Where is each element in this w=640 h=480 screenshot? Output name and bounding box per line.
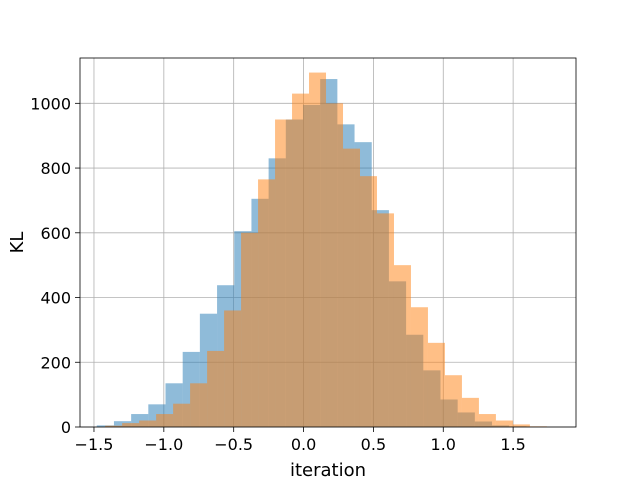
y-tick-label: 1000 [30, 94, 71, 113]
y-tick-label: 800 [40, 159, 71, 178]
histogram-series-2 [105, 72, 547, 428]
x-tick-label: −1.5 [75, 435, 114, 454]
histogram-bar [461, 397, 479, 427]
x-tick-label: −0.5 [214, 435, 253, 454]
y-tick-label: 400 [40, 289, 71, 308]
histogram-bar [207, 350, 225, 427]
histogram-bar [444, 375, 462, 427]
y-tick-label: 0 [61, 418, 71, 437]
histogram-bar [122, 423, 140, 427]
histogram-bar [427, 342, 445, 427]
histogram-bar [224, 310, 242, 427]
histogram-bar [292, 93, 310, 428]
histogram-bar [478, 414, 496, 427]
x-axis-ticks: −1.5 −1.0 −0.5 0.0 0.5 1.0 1.5 [75, 427, 526, 454]
histogram-bar [495, 420, 513, 427]
y-tick-label: 600 [40, 224, 71, 243]
histogram-bar [105, 425, 123, 427]
histogram-bar [393, 265, 411, 427]
histogram-bar [343, 148, 360, 427]
histogram-bar [241, 232, 259, 427]
x-tick-label: 0.5 [361, 435, 386, 454]
x-tick-label: −1.0 [144, 435, 183, 454]
histogram-bar [275, 119, 293, 427]
y-tick-label: 200 [40, 353, 71, 372]
histogram-bar [376, 213, 394, 427]
histogram-bar [190, 383, 208, 427]
histogram-bar [410, 307, 428, 427]
histogram-bar [139, 420, 157, 427]
histogram-bar [173, 403, 191, 427]
x-tick-label: 1.5 [500, 435, 525, 454]
y-axis-label: KL [7, 232, 28, 254]
histogram-bar [359, 176, 377, 427]
histogram-bars [96, 72, 547, 428]
histogram-bar [512, 424, 530, 427]
histogram-bar [326, 103, 344, 427]
histogram-bar [258, 179, 276, 427]
x-axis-label: iteration [290, 460, 366, 480]
plot-frame [79, 57, 577, 428]
histogram-bar [309, 72, 327, 427]
x-tick-label: 0.0 [291, 435, 316, 454]
x-tick-label: 1.0 [431, 435, 456, 454]
y-axis-ticks: 0 200 400 600 800 1000 [30, 94, 80, 437]
histogram-bar [156, 414, 174, 427]
